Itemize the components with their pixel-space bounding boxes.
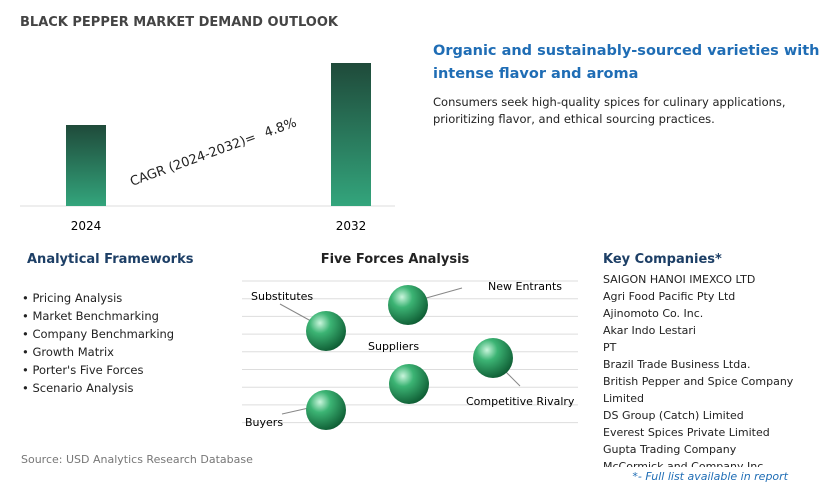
framework-item: • Scenario Analysis [22, 381, 134, 395]
force-label: Competitive Rivalry [466, 395, 575, 408]
bar [66, 125, 106, 206]
framework-text: Pricing Analysis [32, 291, 123, 305]
company-item: Gupta Trading Company [603, 443, 737, 456]
x-label: 2032 [336, 219, 367, 233]
five-forces-title: Five Forces Analysis [320, 252, 470, 267]
framework-text: Growth Matrix [32, 345, 114, 359]
company-item: McCormick and Company Inc. [603, 460, 767, 467]
body-line: Consumers seek high-quality spices for c… [433, 95, 786, 109]
company-item: SAIGON HANOI IMEXCO LTD [603, 273, 756, 286]
heading-line: Organic and sustainably-sourced varietie… [433, 43, 820, 59]
highlight-body: Consumers seek high-quality spices for c… [433, 94, 786, 128]
bar [331, 63, 371, 206]
companies-list: SAIGON HANOI IMEXCO LTD Agri Food Pacific… [603, 271, 803, 467]
title: BLACK PEPPER MARKET DEMAND OUTLOOK [20, 15, 338, 30]
framework-text: Market Benchmarking [32, 309, 159, 323]
framework-item: • Growth Matrix [22, 345, 114, 359]
company-item: DS Group (Catch) Limited [603, 409, 744, 422]
company-item: Ajinomoto Co. Inc. [603, 307, 704, 320]
framework-item: • Pricing Analysis [22, 291, 123, 305]
highlight-heading: Organic and sustainably-sourced varietie… [433, 40, 819, 86]
company-item: PT [603, 341, 617, 354]
company-item: Everest Spices Private Limited [603, 426, 770, 439]
cagr-label: CAGR (2024-2032)=4.8% [128, 115, 298, 189]
spheres [306, 285, 513, 430]
framework-item: • Market Benchmarking [22, 309, 159, 323]
companies-title: Key Companies* [603, 252, 722, 267]
companies-note: *- Full list available in report [632, 470, 788, 483]
heading-line: intense flavor and aroma [433, 66, 639, 82]
framework-text: Porter's Five Forces [32, 363, 144, 377]
framework-item: • Porter's Five Forces [22, 363, 144, 377]
force-label: Substitutes [251, 290, 313, 303]
company-item: Agri Food Pacific Pty Ltd [603, 290, 736, 303]
framework-item: • Company Benchmarking [22, 327, 175, 341]
body-line: prioritizing flavor, and ethical sourcin… [433, 112, 715, 126]
cagr-value: 4.8% [263, 115, 299, 140]
framework-text: Company Benchmarking [32, 327, 175, 341]
company-item: Akar Indo Lestari [603, 324, 696, 337]
source: Source: USD Analytics Research Database [21, 453, 253, 466]
cagr-text: CAGR (2024-2032)= [128, 130, 258, 190]
company-item: British Pepper and Spice Company Limited [603, 375, 794, 405]
frameworks-list: • Pricing Analysis • Market Benchmarking •… [22, 289, 174, 397]
x-label: 2024 [71, 219, 102, 233]
framework-text: Scenario Analysis [32, 381, 134, 395]
force-label: Buyers [245, 416, 283, 429]
frameworks-title: Analytical Frameworks [27, 252, 194, 267]
force-label: Suppliers [368, 340, 419, 353]
company-item: Brazil Trade Business Ltda. [603, 358, 751, 371]
force-label: New Entrants [488, 280, 562, 293]
